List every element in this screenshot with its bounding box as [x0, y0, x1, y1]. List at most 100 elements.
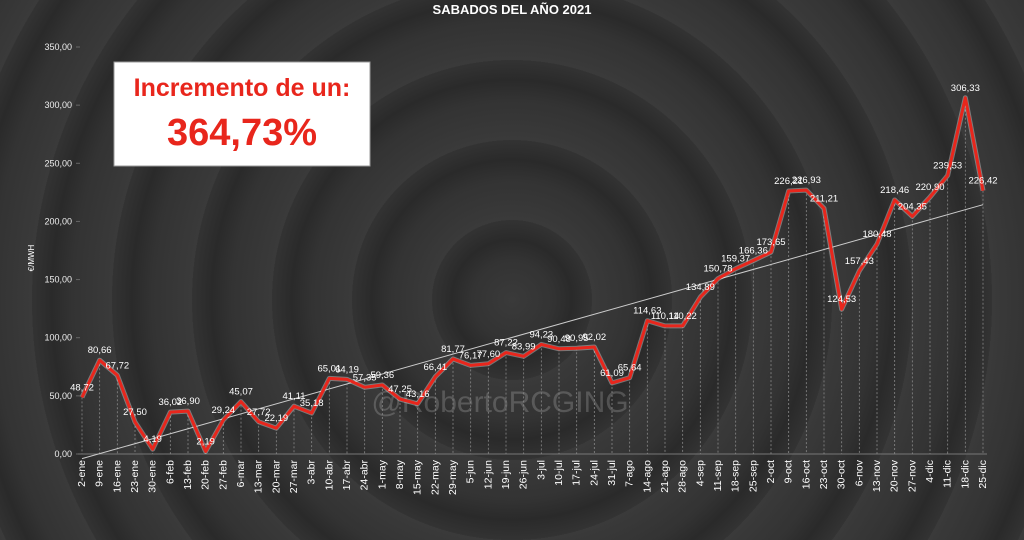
value-label: 90,48 [547, 334, 571, 345]
x-tick-label: 15-may [412, 459, 424, 495]
value-label: 83,99 [512, 341, 536, 352]
x-tick-label: 12-jun [482, 460, 494, 489]
x-tick-label: 13-mar [253, 460, 265, 494]
x-tick-label: 11-dic [942, 460, 954, 488]
value-label: 81,77 [441, 344, 465, 355]
x-tick-label: 6-nov [853, 459, 865, 486]
x-tick-label: 2-oct [765, 460, 777, 483]
x-tick-label: 9-ene [94, 460, 106, 487]
value-label: 65,64 [618, 363, 642, 374]
value-label: 61,09 [600, 368, 624, 379]
x-tick-label: 29-may [447, 459, 459, 495]
x-tick-label: 10-abr [323, 460, 335, 491]
value-label: 45,07 [229, 387, 253, 398]
x-tick-label: 27-nov [906, 459, 918, 492]
trendline [81, 204, 984, 460]
value-label: 110,22 [668, 311, 696, 322]
value-label: 76,17 [459, 350, 483, 361]
x-tick-label: 4-sep [694, 460, 706, 486]
value-label: 27,50 [123, 407, 147, 418]
y-axis-label: €/MWH [27, 244, 36, 271]
value-label: 218,46 [880, 185, 909, 196]
x-tick-label: 2-ene [76, 460, 88, 487]
value-label: 92,02 [582, 332, 606, 343]
y-tick-label: 0,00 [54, 449, 72, 459]
x-tick-label: 18-dic [959, 460, 971, 489]
value-label: 157,43 [845, 256, 874, 267]
value-label: 166,36 [739, 246, 768, 257]
x-tick-label: 8-may [394, 459, 406, 489]
value-label: 110,14 [651, 311, 679, 322]
value-label: 211,21 [810, 193, 838, 204]
x-tick-label: 14-ago [641, 460, 653, 493]
value-label: 41,11 [282, 391, 305, 402]
y-tick-label: 300,00 [44, 100, 72, 110]
x-tick-label: 11-sep [712, 460, 724, 491]
x-tick-label: 6-feb [164, 460, 176, 484]
y-tick-label: 50,00 [49, 391, 72, 401]
value-label: 59,36 [370, 370, 394, 381]
value-label: 4,19 [143, 434, 162, 445]
x-tick-label: 30-oct [836, 460, 848, 489]
y-tick-label: 200,00 [44, 216, 72, 226]
value-label: 22,19 [264, 413, 288, 424]
x-tick-label: 24-jul [588, 460, 600, 486]
annotation-value: 364,73% [167, 112, 317, 154]
value-label: 80,66 [88, 345, 112, 356]
x-tick-label: 20-nov [889, 459, 901, 492]
x-tick-label: 10-jul [553, 460, 565, 486]
x-tick-label: 23-ene [129, 460, 141, 493]
x-tick-label: 24-abr [359, 460, 371, 491]
x-tick-label: 13-feb [182, 460, 194, 490]
value-label: 226,42 [968, 176, 997, 187]
x-tick-label: 22-may [429, 459, 441, 495]
value-label: 64,19 [335, 364, 359, 375]
line [80, 96, 985, 453]
x-tick-label: 16-ene [111, 460, 123, 493]
y-tick-label: 150,00 [44, 275, 72, 285]
x-tick-label: 3-abr [306, 460, 318, 485]
x-tick-label: 21-ago [659, 460, 671, 493]
value-label: 77,60 [476, 349, 500, 360]
x-tick-label: 4-dic [924, 460, 936, 483]
value-label: 27,72 [247, 407, 271, 418]
value-label: 36,02 [158, 397, 182, 408]
value-label: 226,93 [792, 175, 821, 186]
x-tick-label: 19-jun [500, 460, 512, 489]
value-label: 204,35 [898, 201, 927, 212]
value-label: 87,22 [494, 338, 518, 349]
x-tick-label: 28-ago [677, 460, 689, 493]
y-tick-label: 250,00 [44, 158, 72, 168]
value-label: 29,24 [211, 405, 235, 416]
x-tick-label: 17-abr [341, 460, 353, 491]
value-label: 134,89 [686, 282, 715, 293]
value-label: 36,90 [176, 396, 200, 407]
value-label: 124,53 [827, 294, 856, 305]
x-tick-label: 17-jul [571, 460, 583, 486]
x-tick-label: 13-nov [871, 459, 883, 492]
value-label: 239,53 [933, 160, 962, 171]
value-label: 94,23 [529, 329, 553, 340]
x-tick-label: 9-oct [783, 460, 795, 483]
value-label: 48,72 [70, 382, 94, 393]
y-tick-label: 100,00 [44, 333, 72, 343]
x-tick-label: 30-ene [147, 460, 159, 493]
x-tick-label: 26-jun [518, 460, 530, 489]
value-label: 220,90 [915, 182, 944, 193]
value-label: 114,63 [633, 306, 661, 317]
y-tick-label: 350,00 [44, 42, 72, 52]
x-tick-label: 23-oct [818, 460, 830, 489]
x-tick-label: 25-sep [747, 460, 759, 492]
value-label: 306,33 [951, 83, 980, 94]
chart-title: SABADOS DEL AÑO 2021 [433, 2, 592, 17]
x-tick-label: 18-sep [730, 460, 742, 492]
annotation-box [113, 61, 371, 167]
value-label: 159,37 [721, 254, 750, 265]
value-label: 57,35 [353, 372, 377, 383]
x-tick-label: 20-mar [270, 460, 282, 494]
value-label: 2,19 [196, 436, 215, 447]
x-tick-label: 27-mar [288, 460, 300, 494]
x-tick-label: 20-feb [200, 460, 212, 490]
